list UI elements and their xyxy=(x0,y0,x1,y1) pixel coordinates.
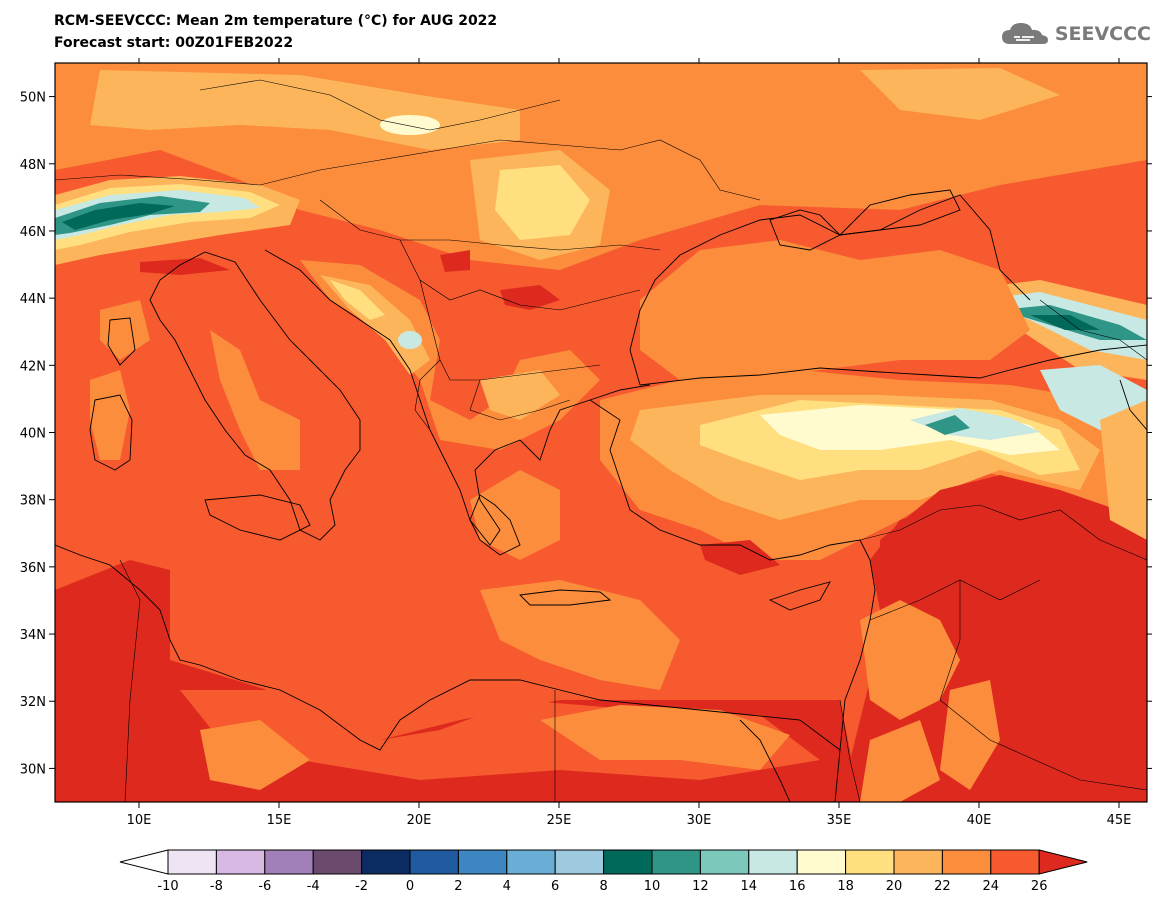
lat-tick-label: 30N xyxy=(20,762,46,777)
colorbar-label: 26 xyxy=(1031,879,1048,894)
colorbar-swatch xyxy=(893,849,943,875)
colorbar-label: 14 xyxy=(741,879,758,894)
longitude-axis: 10E 15E 20E 25E 30E 35E 40E 45E xyxy=(127,58,1132,828)
colorbar-swatch xyxy=(796,849,847,875)
colorbar-swatch xyxy=(748,849,798,875)
colorbar-swatch xyxy=(409,849,459,875)
forecast-start-subtitle: Forecast start: 00Z01FEB2022 xyxy=(54,35,294,51)
colorbar-swatch xyxy=(167,849,217,875)
colorbar-label: 12 xyxy=(692,879,709,894)
colorbar-label: 22 xyxy=(934,879,951,894)
colorbar-swatch xyxy=(603,849,653,875)
cloud-logo-icon xyxy=(1001,23,1048,44)
colorbar-label: 18 xyxy=(837,879,854,894)
temperature-field xyxy=(55,63,1147,802)
lon-tick-label: 15E xyxy=(267,813,292,828)
lat-tick-label: 44N xyxy=(20,292,46,307)
colorbar-label: -8 xyxy=(210,879,223,894)
colorbar-label: -10 xyxy=(157,879,178,894)
colorbar-swatch xyxy=(845,849,895,875)
seevccc-logo: SEEVCCC xyxy=(1000,20,1151,48)
lon-tick-label: 35E xyxy=(827,813,852,828)
colorbar-label: 6 xyxy=(551,879,559,894)
colorbar-swatch xyxy=(361,849,411,875)
lon-tick-label: 40E xyxy=(967,813,992,828)
lat-tick-label: 50N xyxy=(20,91,46,106)
colorbar-swatch xyxy=(699,849,750,875)
colorbar-swatch xyxy=(264,849,314,875)
lon-tick-label: 25E xyxy=(547,813,572,828)
lat-tick-label: 32N xyxy=(20,695,46,710)
lat-tick-label: 42N xyxy=(20,359,46,374)
lat-tick-label: 48N xyxy=(20,158,46,173)
colorbar-under-triangle xyxy=(119,849,169,875)
lat-tick-label: 34N xyxy=(20,628,46,643)
country-borders xyxy=(55,79,1147,802)
colorbar-label: -6 xyxy=(258,879,271,894)
lon-tick-label: 20E xyxy=(407,813,432,828)
lat-tick-label: 38N xyxy=(20,494,46,509)
lon-tick-label: 10E xyxy=(127,813,152,828)
lon-tick-label: 30E xyxy=(687,813,712,828)
colorbar-label: 16 xyxy=(789,879,806,894)
lon-tick-label: 45E xyxy=(1107,813,1132,828)
colorbar-label: 24 xyxy=(983,879,1000,894)
colorbar-label: 20 xyxy=(886,879,903,894)
colorbar-swatch xyxy=(990,849,1040,875)
colorbar-label: -4 xyxy=(307,879,320,894)
colorbar: -10 -8 -6 -4 -2 0 2 4 6 8 10 12 14 16 18 20 22 24 26 xyxy=(119,849,1088,894)
colorbar-swatch xyxy=(457,849,508,875)
colorbar-label: 2 xyxy=(454,879,462,894)
colorbar-swatch xyxy=(554,849,605,875)
colorbar-over-triangle xyxy=(1038,849,1088,875)
colorbar-label: -2 xyxy=(355,879,368,894)
colorbar-label: 10 xyxy=(644,879,661,894)
colorbar-swatch xyxy=(215,849,266,875)
map-title: RCM-SEEVCCC: Mean 2m temperature (°C) fo… xyxy=(54,13,498,29)
logo-text: SEEVCCC xyxy=(1054,23,1151,45)
colorbar-swatch xyxy=(506,849,556,875)
coastlines xyxy=(55,189,1147,802)
lat-tick-label: 46N xyxy=(20,225,46,240)
colorbar-swatch xyxy=(651,849,701,875)
lat-tick-label: 40N xyxy=(20,427,46,442)
colorbar-label: 0 xyxy=(406,879,414,894)
colorbar-swatch xyxy=(941,849,992,875)
lat-tick-label: 36N xyxy=(20,561,46,576)
colorbar-swatch xyxy=(312,849,363,875)
colorbar-label: 4 xyxy=(503,879,511,894)
latitude-axis: 50N 48N 46N 44N 42N 40N 38N 36N 34N 32N 30N xyxy=(20,91,1152,777)
colorbar-label: 8 xyxy=(599,879,607,894)
